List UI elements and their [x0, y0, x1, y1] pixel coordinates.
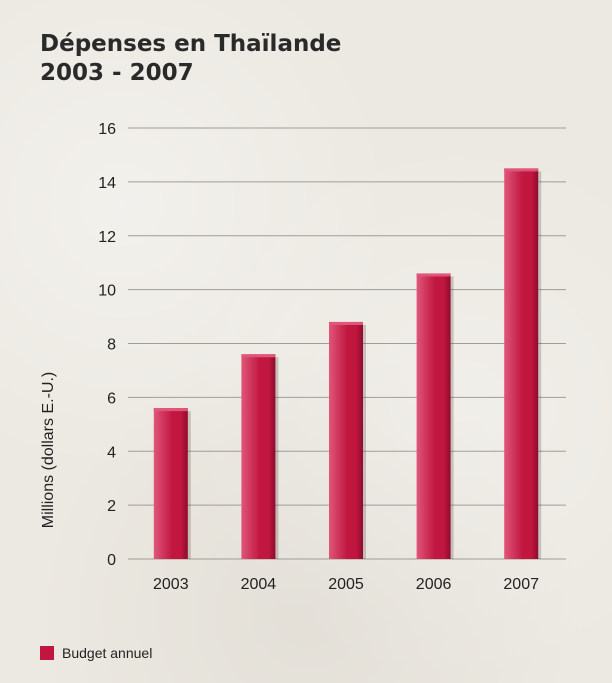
bar-top-highlight	[241, 354, 276, 358]
legend-label: Budget annuel	[62, 645, 153, 661]
bar-2006	[416, 273, 451, 559]
y-tick-label: 0	[107, 552, 116, 569]
x-tick-label: 2004	[241, 576, 277, 593]
bar-2005	[329, 321, 363, 559]
bar-2007	[504, 168, 539, 559]
legend-swatch	[40, 646, 54, 660]
x-tick-labels: 2003 2004 2005 2006 2007	[153, 576, 539, 593]
y-tick-label: 12	[98, 229, 116, 246]
bar-2004	[241, 354, 276, 559]
x-tick-label: 2003	[153, 576, 189, 593]
y-tick-label: 4	[107, 444, 116, 461]
y-tick-label: 8	[107, 337, 116, 354]
bar-top-highlight	[504, 168, 539, 172]
y-tick-labels: 0 2 4 6 8 10 12 14 16	[98, 121, 116, 569]
y-tick-label: 10	[98, 283, 116, 300]
bar-top-highlight	[416, 273, 451, 277]
x-tick-label: 2007	[503, 576, 539, 593]
bar-top-highlight	[329, 321, 363, 325]
bar-top-highlight	[153, 408, 188, 412]
y-tick-label: 2	[107, 498, 116, 515]
y-tick-label: 14	[98, 175, 116, 192]
y-tick-label: 6	[107, 390, 116, 407]
chart-title-line2: 2003 - 2007	[40, 60, 194, 86]
x-tick-label: 2006	[416, 576, 452, 593]
chart-title-line1: Dépenses en Thaïlande	[40, 31, 342, 57]
legend: Budget annuel	[40, 645, 152, 661]
y-axis-label: Millions (dollars E.-U.)	[40, 372, 57, 528]
bars	[153, 168, 542, 559]
x-tick-label: 2005	[328, 576, 364, 593]
chart-title: Dépenses en Thaïlande 2003 - 2007	[40, 30, 341, 88]
y-tick-label: 16	[98, 121, 116, 138]
bar-2003	[153, 408, 188, 559]
